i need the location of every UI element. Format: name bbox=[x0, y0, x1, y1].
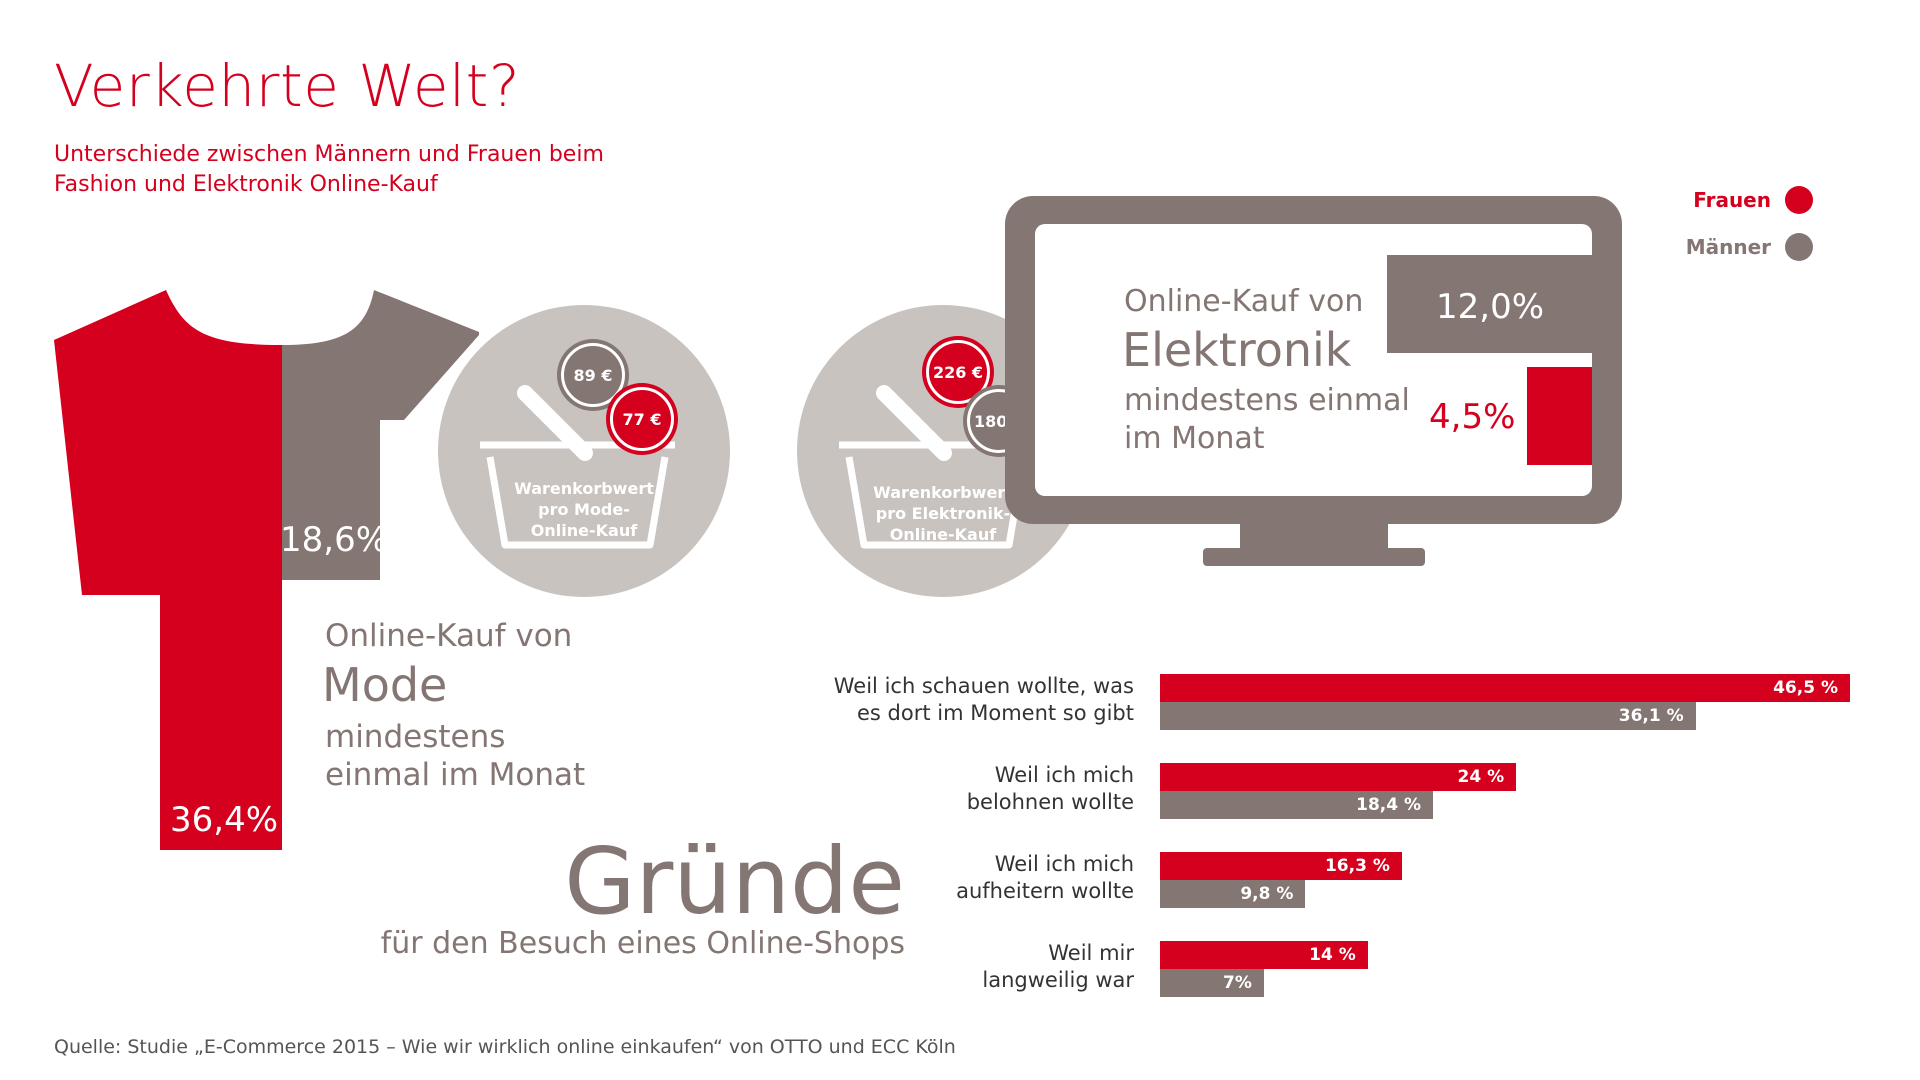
reason-bar-maenner-1: 18,4 % bbox=[1160, 791, 1434, 819]
legend-item-frauen: Frauen bbox=[1693, 186, 1813, 214]
electronics-basket-label-2: pro Elektronik- bbox=[875, 504, 1011, 523]
tshirt-chart bbox=[54, 290, 479, 850]
reason-label-3-line-1: langweilig war bbox=[982, 968, 1134, 992]
subtitle-line-2: Fashion und Elektronik Online-Kauf bbox=[54, 172, 438, 197]
reason-bar-value-frauen-1: 24 % bbox=[1457, 767, 1505, 787]
fashion-basket-label: Warenkorbwert pro Mode- Online-Kauf bbox=[494, 478, 674, 541]
reason-label-2: Weil ich mich aufheitern wollte bbox=[794, 851, 1134, 905]
reason-label-1: Weil ich mich belohnen wollte bbox=[794, 762, 1134, 816]
monitor-chart bbox=[1005, 196, 1622, 566]
fashion-coin-maenner: 89 € bbox=[561, 343, 625, 407]
reason-bar-frauen-2: 16,3 % bbox=[1160, 852, 1402, 880]
fashion-basket-label-1: Warenkorbwert bbox=[514, 479, 654, 498]
page-subtitle: Unterschiede zwischen Männern und Frauen… bbox=[54, 140, 604, 200]
reason-label-1-line-1: belohnen wollte bbox=[966, 790, 1134, 814]
fashion-text-line4: einmal im Monat bbox=[325, 757, 586, 793]
electronics-bar-frauen bbox=[1527, 367, 1592, 465]
reason-bar-frauen-0: 46,5 % bbox=[1160, 674, 1850, 702]
reason-bar-maenner-2: 9,8 % bbox=[1160, 880, 1306, 908]
reason-label-3-line-0: Weil mir bbox=[1048, 941, 1134, 965]
reason-bar-value-maenner-0: 36,1 % bbox=[1618, 706, 1684, 726]
electronics-frauen-value: 4,5% bbox=[1429, 397, 1516, 437]
legend-label-frauen: Frauen bbox=[1693, 188, 1771, 212]
electronics-coin-frauen: 226 € bbox=[926, 340, 990, 404]
fashion-text-big: Mode bbox=[322, 658, 448, 712]
tshirt-bar-maenner bbox=[282, 290, 479, 580]
reasons-heading: Gründe bbox=[564, 828, 905, 935]
electronics-text-line3: mindestens einmal bbox=[1124, 383, 1410, 418]
legend-dot-maenner bbox=[1785, 233, 1813, 261]
reason-label-0-line-0: Weil ich schauen wollte, was bbox=[833, 674, 1134, 698]
fashion-coin-frauen: 77 € bbox=[610, 387, 674, 451]
reason-bar-value-frauen-0: 46,5 % bbox=[1773, 678, 1838, 698]
reason-bar-frauen-3: 14 % bbox=[1160, 941, 1368, 969]
electronics-maenner-value: 12,0% bbox=[1436, 287, 1545, 327]
reason-bar-value-frauen-3: 14 % bbox=[1309, 945, 1356, 965]
fashion-maenner-value: 18,6% bbox=[280, 520, 389, 560]
subtitle-line-1: Unterschiede zwischen Männern und Frauen… bbox=[54, 142, 604, 167]
electronics-basket-label: Warenkorbwert pro Elektronik- Online-Kau… bbox=[853, 482, 1033, 545]
page-title: Verkehrte Welt? bbox=[54, 52, 521, 120]
reason-bar-value-maenner-2: 9,8 % bbox=[1240, 884, 1294, 904]
reason-bar-value-maenner-3: 7% bbox=[1222, 973, 1252, 993]
reason-label-1-line-0: Weil ich mich bbox=[994, 763, 1134, 787]
reason-label-0-line-1: es dort im Moment so gibt bbox=[857, 701, 1134, 725]
legend-dot-frauen bbox=[1785, 186, 1813, 214]
reason-bar-value-frauen-2: 16,3 % bbox=[1324, 856, 1390, 876]
reasons-subheading: für den Besuch eines Online-Shops bbox=[380, 926, 905, 961]
tshirt-bar-frauen bbox=[54, 290, 282, 850]
reason-bar-value-maenner-1: 18,4 % bbox=[1356, 795, 1422, 815]
reason-bar-frauen-1: 24 % bbox=[1160, 763, 1517, 791]
legend-item-maenner: Männer bbox=[1686, 233, 1813, 261]
fashion-text-line1: Online-Kauf von bbox=[325, 618, 573, 654]
electronics-basket-label-1: Warenkorbwert bbox=[873, 483, 1013, 502]
electronics-text-line1: Online-Kauf von bbox=[1124, 284, 1364, 319]
reason-label-2-line-0: Weil ich mich bbox=[994, 852, 1134, 876]
reason-bar-maenner-0: 36,1 % bbox=[1160, 702, 1696, 730]
source-note: Quelle: Studie „E-Commerce 2015 – Wie wi… bbox=[54, 1036, 956, 1058]
fashion-text-line3: mindestens bbox=[325, 719, 506, 755]
reason-label-0: Weil ich schauen wollte, was es dort im M… bbox=[794, 673, 1134, 727]
electronics-bar-maenner bbox=[1387, 255, 1592, 353]
monitor-base bbox=[1203, 548, 1425, 566]
reason-label-2-line-1: aufheitern wollte bbox=[956, 879, 1134, 903]
legend-label-maenner: Männer bbox=[1685, 235, 1771, 259]
electronics-basket-label-3: Online-Kauf bbox=[889, 525, 997, 544]
electronics-text-line4: im Monat bbox=[1124, 421, 1265, 456]
fashion-basket-label-2: pro Mode- bbox=[538, 500, 630, 519]
electronics-text-big: Elektronik bbox=[1122, 323, 1352, 377]
fashion-frauen-value: 36,4% bbox=[170, 800, 279, 840]
reason-label-3: Weil mir langweilig war bbox=[794, 940, 1134, 994]
fashion-basket-label-3: Online-Kauf bbox=[530, 521, 638, 540]
reason-bar-maenner-3: 7% bbox=[1160, 969, 1264, 997]
